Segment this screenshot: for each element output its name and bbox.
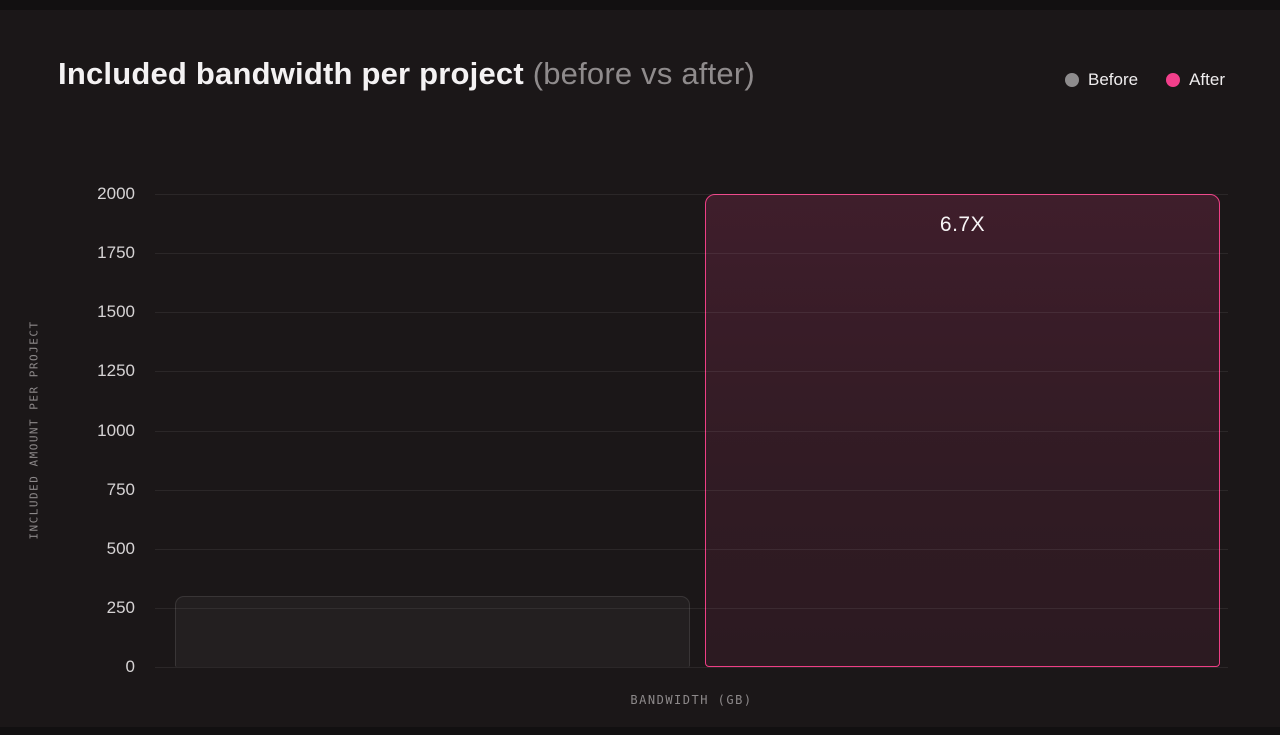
legend-label-after: After (1189, 70, 1225, 89)
y-tick-label: 500 (106, 538, 135, 558)
y-tick-label: 2000 (97, 184, 135, 203)
gridline (155, 667, 1228, 668)
gridline (155, 194, 1228, 195)
x-axis-title: BANDWIDTH (GB) (630, 693, 753, 707)
gridline (155, 489, 1228, 491)
legend-label-before: Before (1088, 70, 1139, 89)
page-title-sub: (before vs after) (532, 56, 755, 91)
y-tick-label: 250 (106, 597, 135, 617)
y-tick-label: 1750 (97, 243, 135, 263)
bar-before[interactable] (175, 596, 690, 667)
page-title-main: Included bandwidth per project (58, 56, 524, 91)
page-title: Included bandwidth per project (before v… (58, 56, 755, 92)
legend-item-after[interactable]: After (1166, 70, 1225, 90)
legend: Before After (1065, 70, 1225, 90)
bar-after[interactable]: 6.7X (705, 194, 1220, 667)
gridline (155, 253, 1228, 255)
gridline (155, 371, 1228, 373)
y-tick-label: 1250 (97, 361, 135, 381)
y-tick-label: 1500 (97, 302, 135, 322)
before-dot-icon (1065, 73, 1079, 87)
y-tick-label: 0 (125, 657, 135, 676)
y-tick-label: 750 (106, 479, 135, 499)
after-dot-icon (1166, 73, 1181, 87)
y-tick-label: 1000 (97, 420, 135, 440)
gridline (155, 430, 1228, 432)
plot-area: 6.7X 0 250 500 750 1000 1250 1500 1750 2000 (97, 184, 1228, 676)
gridline (155, 312, 1228, 314)
gridline (155, 548, 1228, 550)
gridline (155, 607, 1228, 609)
legend-item-before[interactable]: Before (1065, 70, 1138, 90)
y-axis-title: INCLUDED AMOUNT PER PROJECT (27, 320, 41, 540)
bar-annotation: 6.7X (939, 213, 986, 236)
